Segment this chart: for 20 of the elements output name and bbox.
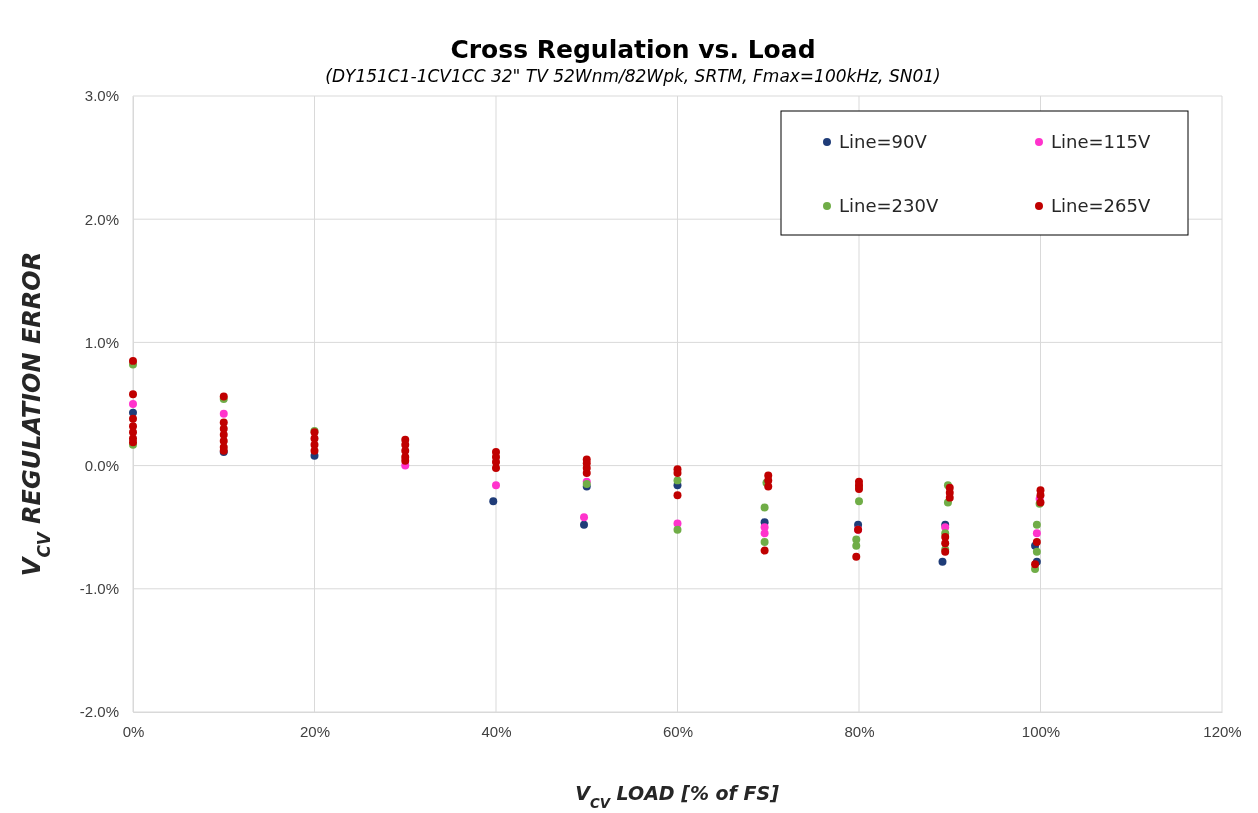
x-tick-label: 120% [1203, 722, 1242, 740]
y-tick-label: 0.0% [84, 456, 119, 474]
legend-label: Line=115V [1051, 131, 1151, 152]
x-tick-label: 60% [662, 722, 694, 740]
y-tick-label: 1.0% [84, 333, 119, 351]
legend-label: Line=90V [839, 131, 928, 152]
legend-label: Line=230V [839, 195, 939, 216]
y-tick-label: 2.0% [84, 210, 119, 228]
chart-subtitle: (DY151C1-1CV1CC 32" TV 52Wnm/82Wpk, SRTM, Fmax=100kHz, SN01) [325, 66, 941, 86]
legend-label: Line=265V [1051, 195, 1151, 216]
x-tick-label: 0% [122, 722, 145, 740]
x-tick-label: 80% [844, 722, 875, 740]
x-tick-label: 100% [1021, 722, 1061, 740]
y-tick-label: -1.0% [79, 580, 119, 598]
y-tick-label: 3.0% [84, 87, 119, 105]
x-tick-label: 20% [299, 722, 331, 740]
chart-title: Cross Regulation vs. Load [450, 35, 816, 64]
x-axis-title: V$_{CV}$ LOAD [% of FS] [575, 782, 780, 811]
y-tick-label: -2.0% [79, 703, 119, 721]
x-tick-label: 40% [481, 722, 512, 740]
